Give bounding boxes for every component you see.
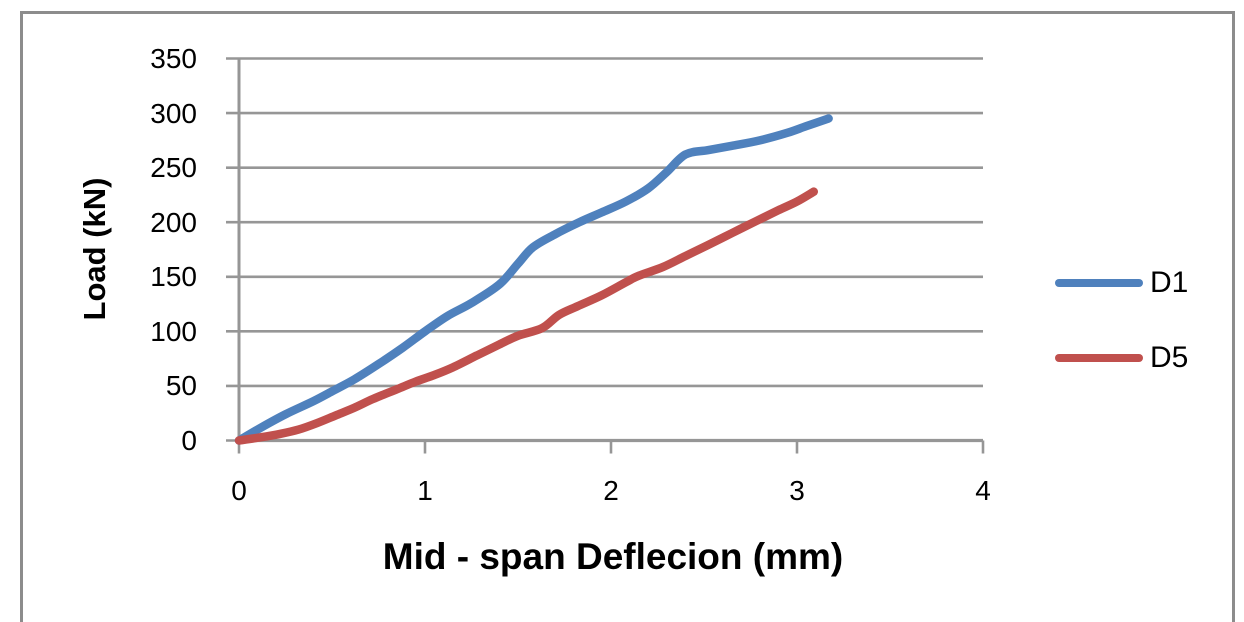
legend-label-d5: D5 — [1150, 341, 1189, 374]
y-tick-200: 200 — [150, 207, 197, 238]
legend-line-sample-d5 — [1055, 354, 1143, 362]
series-line-d1 — [234, 114, 833, 445]
legend-line-sample-d1 — [1055, 279, 1143, 287]
y-tick-300: 300 — [150, 98, 197, 129]
y-tick-150: 150 — [150, 261, 197, 292]
x-tick-0: 0 — [231, 475, 247, 506]
x-axis-title: Mid - span Deflecion (mm) — [382, 536, 844, 577]
x-tick-4: 4 — [975, 475, 991, 506]
x-tick-2: 2 — [603, 475, 619, 506]
legend-label-d1: D1 — [1150, 266, 1189, 299]
y-tick-100: 100 — [150, 316, 197, 347]
series-line-d5 — [234, 187, 818, 445]
y-tick-0: 0 — [181, 425, 197, 456]
y-tick-350: 350 — [150, 43, 197, 74]
y-tick-250: 250 — [150, 152, 197, 183]
y-tick-50: 50 — [165, 370, 197, 401]
y-axis-title: Load (kN) — [77, 177, 112, 321]
screenshot-frame-border — [20, 11, 1235, 622]
x-tick-3: 3 — [789, 475, 805, 506]
x-tick-1: 1 — [417, 475, 433, 506]
